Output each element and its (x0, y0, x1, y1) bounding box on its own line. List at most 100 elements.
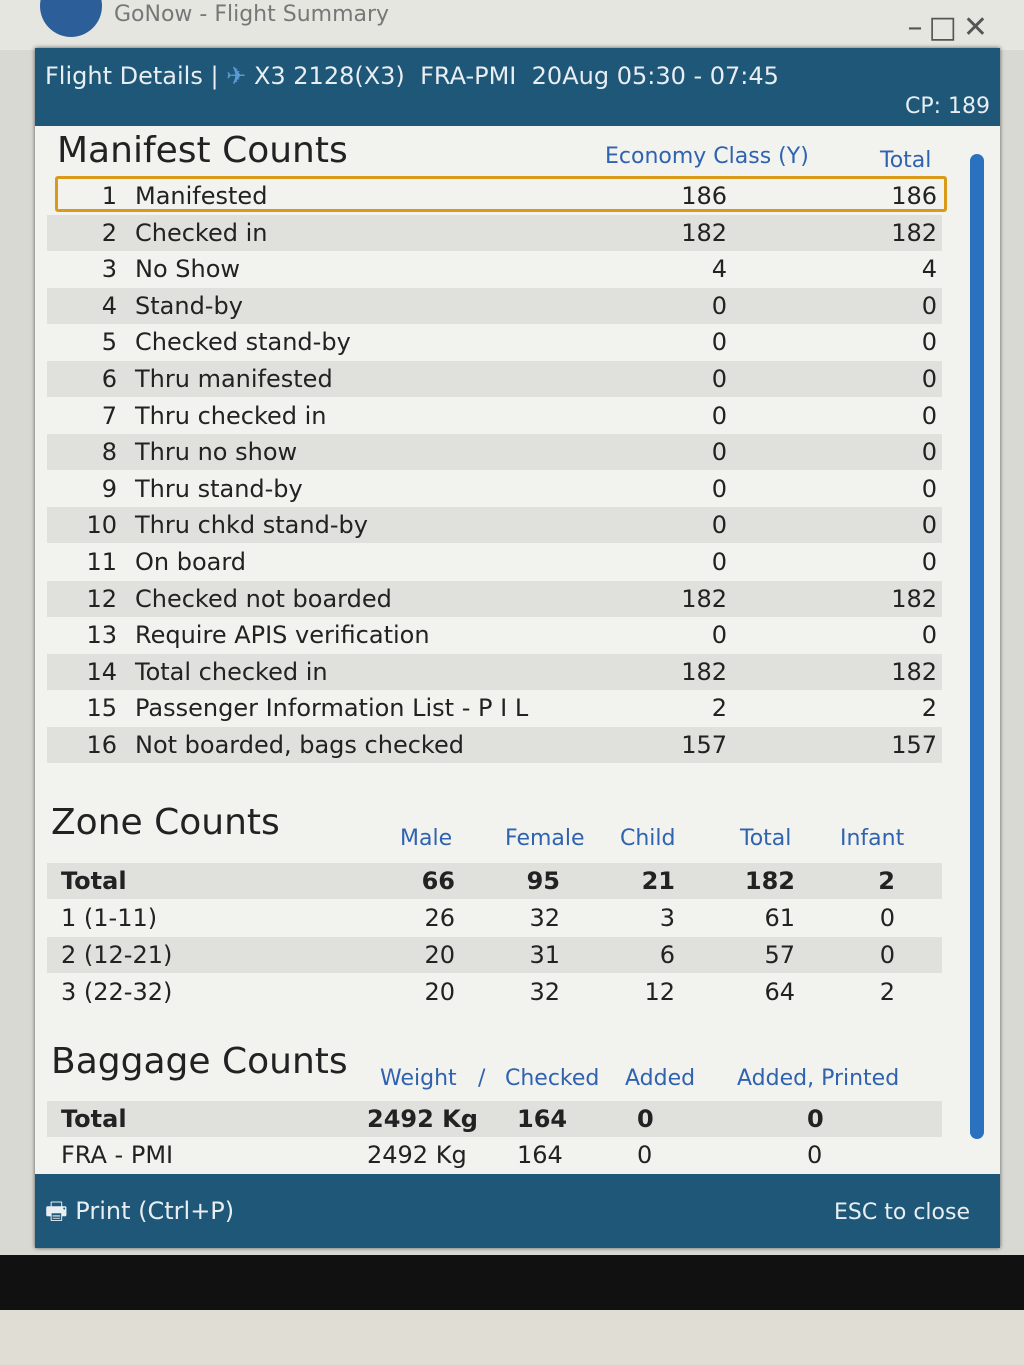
baggage-col-header: / (478, 1066, 486, 1091)
zone-value: 20 (424, 941, 455, 969)
total-value: 4 (921, 255, 937, 284)
row-number: 13 (86, 621, 117, 650)
manifest-row[interactable]: 11 On board 0 0 (47, 544, 942, 580)
row-label: Checked in (135, 218, 268, 247)
cp-count: CP: 189 (904, 94, 990, 119)
zone-value: 12 (644, 978, 675, 1006)
row-number: 11 (86, 548, 117, 576)
row-label: Checked stand-by (135, 328, 351, 357)
baggage-value: 164 (517, 1105, 568, 1133)
baggage-value: 2492 Kg (367, 1141, 467, 1169)
baggage-col-header: Weight (380, 1066, 457, 1091)
baggage-label: FRA - PMI (61, 1141, 174, 1169)
manifest-row[interactable]: 7 Thru checked in 0 0 (47, 398, 942, 434)
row-number: 12 (86, 584, 117, 613)
row-label: Total checked in (135, 657, 328, 686)
baggage-value: 0 (807, 1141, 823, 1169)
total-value: 0 (921, 328, 937, 357)
col-total: Total (880, 148, 932, 173)
manifest-row[interactable]: 9 Thru stand-by 0 0 (47, 471, 942, 507)
economy-value: 182 (681, 218, 727, 247)
zone-value: 66 (421, 867, 455, 895)
zone-row[interactable]: 1 (1-11) 26 32 3 61 0 (47, 900, 942, 936)
economy-value: 0 (711, 328, 727, 357)
row-number: 10 (86, 511, 117, 540)
zone-value: 95 (526, 867, 560, 895)
zone-col-header: Infant (840, 826, 905, 851)
plane-icon: ✈ (226, 62, 247, 90)
baggage-row[interactable]: FRA - PMI 2492 Kg 164 0 0 (47, 1137, 942, 1173)
zone-label: 2 (12-21) (61, 941, 173, 969)
economy-value: 157 (681, 731, 727, 759)
economy-value: 186 (681, 182, 727, 210)
zone-value: 26 (424, 904, 455, 932)
zone-label: 1 (1-11) (61, 904, 158, 932)
manifest-title: Manifest Counts (57, 130, 348, 171)
print-button[interactable]: 🖶 Print (Ctrl+P) (45, 1194, 234, 1235)
manifest-row[interactable]: 8 Thru no show 0 0 (47, 434, 942, 471)
print-label: Print (Ctrl+P) (75, 1197, 235, 1225)
zone-value: 21 (641, 867, 675, 895)
total-value: 0 (921, 474, 937, 503)
baggage-value: 2492 Kg (367, 1105, 478, 1133)
row-number: 8 (101, 438, 117, 467)
manifest-row[interactable]: 2 Checked in 182 182 (47, 214, 942, 251)
row-number: 2 (101, 218, 117, 247)
zone-row[interactable]: 3 (22-32) 20 32 12 64 2 (47, 974, 942, 1010)
row-label: Thru chkd stand-by (135, 511, 368, 540)
baggage-row[interactable]: Total 2492 Kg 164 0 0 (47, 1101, 942, 1137)
total-value: 182 (891, 584, 937, 613)
manifest-row[interactable]: 13 Require APIS verification 0 0 (47, 617, 942, 653)
manifest-row[interactable]: 6 Thru manifested 0 0 (47, 361, 942, 397)
total-value: 0 (921, 511, 937, 540)
dialog-title: Flight Details | (45, 62, 219, 90)
baggage-value: 0 (637, 1141, 653, 1169)
zone-value: 0 (879, 941, 895, 969)
zone-title: Zone Counts (51, 802, 280, 843)
total-value: 0 (921, 365, 937, 393)
row-label: Thru no show (135, 438, 298, 467)
zone-col-header: Female (505, 826, 585, 851)
dialog-footer: 🖶 Print (Ctrl+P) ESC to close (35, 1174, 1000, 1248)
zone-value: 64 (764, 978, 795, 1006)
economy-value: 182 (681, 657, 727, 686)
row-label: Checked not boarded (135, 584, 392, 613)
zone-row[interactable]: Total 66 95 21 182 2 (47, 863, 942, 899)
zone-value: 57 (764, 941, 795, 969)
date-time: 20Aug 05:30 - 07:45 (531, 62, 779, 90)
row-number: 14 (86, 657, 117, 686)
manifest-row[interactable]: 12 Checked not boarded 182 182 (47, 580, 942, 617)
minimize-icon[interactable]: – (907, 10, 929, 45)
row-number: 4 (101, 291, 117, 320)
row-label: No Show (135, 255, 241, 284)
manifest-row[interactable]: 16 Not boarded, bags checked 157 157 (47, 727, 942, 763)
row-label: Stand-by (135, 291, 243, 320)
row-label: Passenger Information List - P I L (135, 694, 529, 723)
manifest-row[interactable]: 10 Thru chkd stand-by 0 0 (47, 507, 942, 544)
flight-details-dialog: Flight Details | ✈ X3 2128(X3) FRA-PMI 2… (35, 48, 1000, 1248)
baggage-label: Total (61, 1105, 127, 1133)
zone-value: 31 (529, 941, 560, 969)
total-value: 186 (891, 182, 937, 210)
row-number: 3 (101, 255, 117, 284)
zone-value: 20 (424, 978, 455, 1006)
economy-value: 0 (711, 621, 727, 650)
maximize-icon[interactable]: □ (928, 10, 963, 45)
manifest-row[interactable]: 4 Stand-by 0 0 (47, 287, 942, 324)
manifest-row[interactable]: 5 Checked stand-by 0 0 (47, 324, 942, 360)
row-label: On board (135, 548, 247, 576)
zone-row[interactable]: 2 (12-21) 20 31 6 57 0 (47, 937, 942, 973)
zone-label: 3 (22-32) (61, 978, 173, 1006)
scrollbar[interactable] (970, 154, 984, 1139)
total-value: 0 (921, 438, 937, 467)
selected-row-highlight (55, 176, 947, 212)
zone-value: 2 (879, 978, 895, 1006)
manifest-row[interactable]: 15 Passenger Information List - P I L 2 … (47, 690, 942, 726)
baggage-value: 0 (637, 1105, 654, 1133)
close-icon[interactable]: ✕ (962, 10, 994, 45)
manifest-row[interactable]: 1 Manifested 186 186 (47, 178, 942, 214)
row-number: 15 (86, 694, 117, 723)
manifest-row[interactable]: 14 Total checked in 182 182 (47, 653, 942, 690)
zone-label: Total (61, 867, 127, 895)
manifest-row[interactable]: 3 No Show 4 4 (47, 251, 942, 287)
